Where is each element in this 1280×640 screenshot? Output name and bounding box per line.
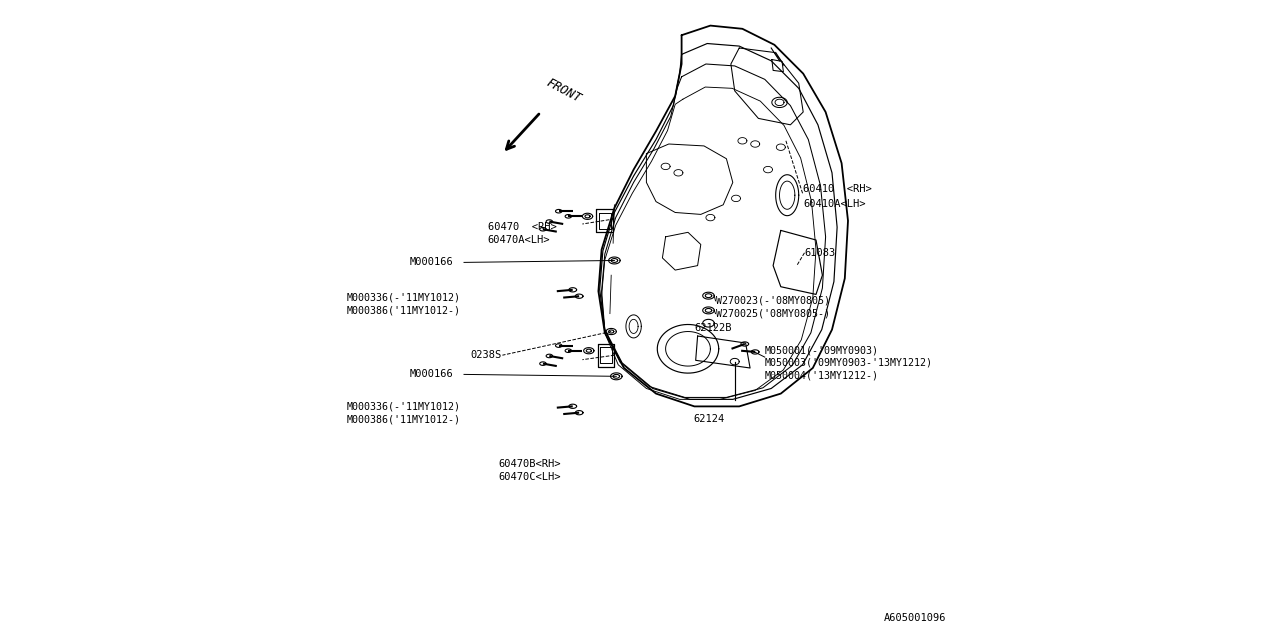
Text: M050004('13MY1212-): M050004('13MY1212-) (765, 371, 879, 381)
Text: 60470  <RH>: 60470 <RH> (488, 222, 557, 232)
Text: M000166: M000166 (410, 257, 453, 268)
Text: FRONT: FRONT (544, 77, 584, 106)
Text: 60410  <RH>: 60410 <RH> (804, 184, 872, 194)
Text: 62124: 62124 (694, 414, 724, 424)
Text: 60470B<RH>: 60470B<RH> (498, 459, 561, 469)
Text: W270023(-'08MY0805): W270023(-'08MY0805) (716, 296, 829, 306)
Text: 60470A<LH>: 60470A<LH> (488, 235, 550, 245)
Text: M000336(-'11MY1012): M000336(-'11MY1012) (347, 401, 461, 412)
Text: M000166: M000166 (410, 369, 453, 380)
Text: 60410A<LH>: 60410A<LH> (804, 198, 865, 209)
Text: M050003('09MY0903-'13MY1212): M050003('09MY0903-'13MY1212) (765, 358, 933, 368)
Text: W270025('08MY0805-): W270025('08MY0805-) (716, 308, 829, 319)
Text: 62122B: 62122B (694, 323, 732, 333)
Text: M000386('11MY1012-): M000386('11MY1012-) (347, 414, 461, 424)
Text: 0238S: 0238S (471, 350, 502, 360)
Text: A605001096: A605001096 (883, 612, 946, 623)
Text: M050001(-'09MY0903): M050001(-'09MY0903) (765, 345, 879, 355)
Text: 60470C<LH>: 60470C<LH> (498, 472, 561, 482)
Text: M000386('11MY1012-): M000386('11MY1012-) (347, 305, 461, 316)
Text: M000336(-'11MY1012): M000336(-'11MY1012) (347, 292, 461, 303)
Text: 61083: 61083 (805, 248, 836, 258)
